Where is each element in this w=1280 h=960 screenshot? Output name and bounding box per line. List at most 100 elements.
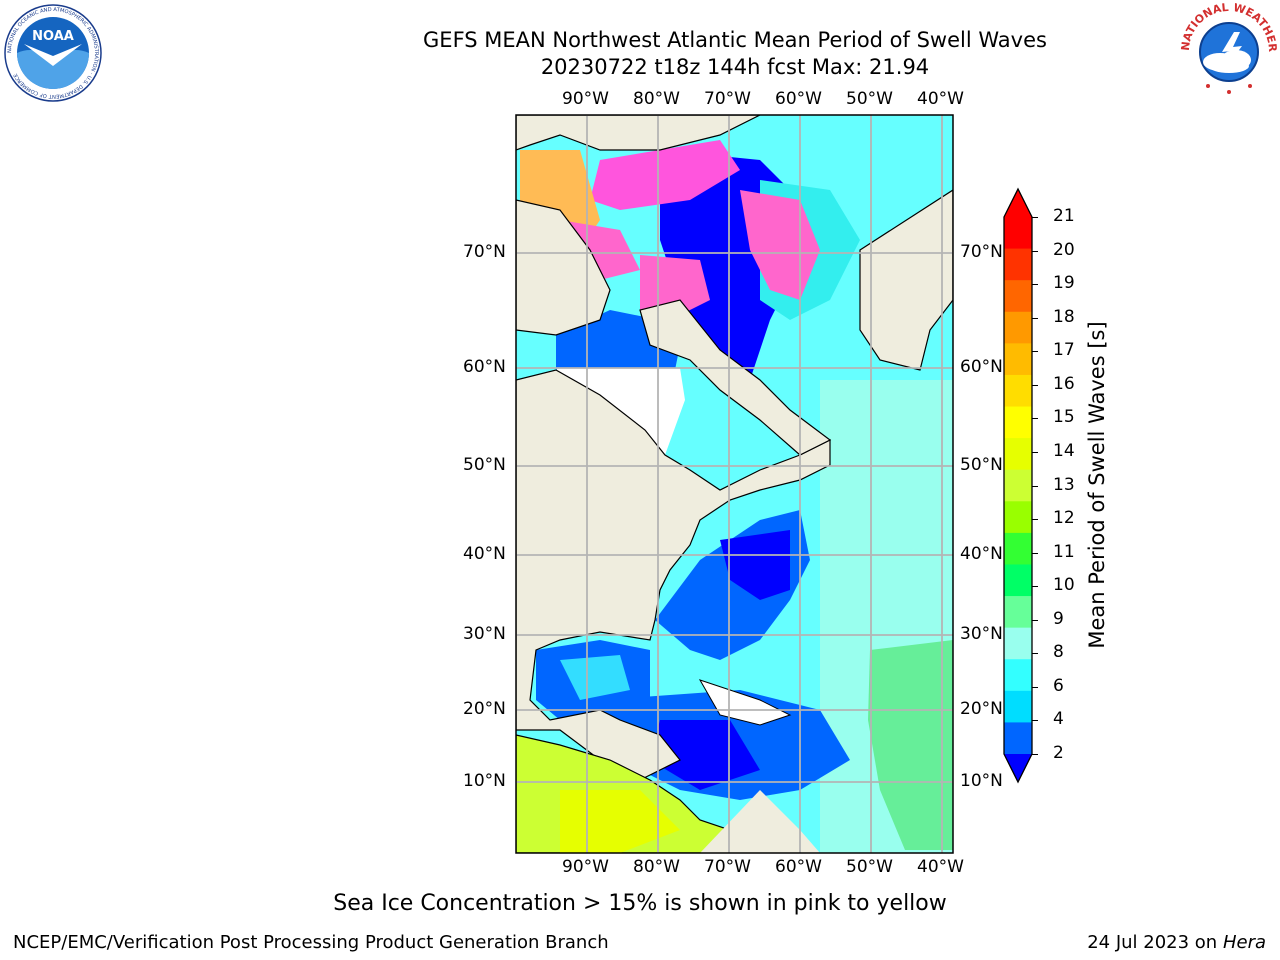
colorbar-tick-label: 12 xyxy=(1053,508,1075,529)
date-credit: 24 Jul 2023 on Hera xyxy=(1087,932,1266,953)
colorbar-tick-label: 16 xyxy=(1053,373,1075,394)
lat-label-right: 40°N xyxy=(960,544,1003,564)
colorbar-cell xyxy=(1004,564,1032,597)
colorbar-cell xyxy=(1004,532,1032,565)
gulf-stream-field xyxy=(720,530,790,600)
colorbar-tick xyxy=(1032,619,1038,621)
map-subtitle: 20230722 t18z 144h fcst Max: 21.94 xyxy=(540,55,930,79)
long-swell-area xyxy=(868,640,953,850)
colorbar-cell xyxy=(1004,374,1032,408)
colorbar-tick xyxy=(1032,351,1038,353)
colorbar-label: Mean Period of Swell Waves [s] xyxy=(1085,321,1109,649)
colorbar-tick xyxy=(1032,485,1038,487)
amazon-land xyxy=(700,790,820,853)
colorbar-tick xyxy=(1032,451,1038,453)
gulf-center-field xyxy=(560,655,630,700)
lat-label-right: 70°N xyxy=(960,242,1003,262)
colorbar-tick-label: 14 xyxy=(1053,440,1075,461)
machine-name: Hera xyxy=(1222,932,1266,953)
graticule xyxy=(516,115,953,853)
colorbar-cell xyxy=(1004,596,1032,629)
lat-label-right: 10°N xyxy=(960,771,1003,791)
colorbar-over-arrow xyxy=(1004,189,1032,217)
lat-label-right: 30°N xyxy=(960,624,1003,644)
colorbar-cell xyxy=(1004,311,1032,344)
colorbar-tick xyxy=(1032,586,1038,588)
south-america-field xyxy=(560,790,680,853)
colorbar-tick-label: 9 xyxy=(1053,608,1064,629)
lon-label-bottom: 70°W xyxy=(704,857,751,877)
colorbar-cell xyxy=(1004,406,1032,439)
lon-label-top: 80°W xyxy=(633,89,680,109)
colorbar-cell xyxy=(1004,343,1032,376)
lon-label-bottom: 80°W xyxy=(633,857,680,877)
lon-label-bottom: 40°W xyxy=(917,857,964,877)
colorbar-tick-label: 19 xyxy=(1053,273,1075,294)
greenland-land xyxy=(859,189,953,371)
colorbar-under-arrow xyxy=(1004,754,1032,782)
credit-text: NCEP/EMC/Verification Post Processing Pr… xyxy=(13,932,609,953)
lon-label-top: 40°W xyxy=(917,89,964,109)
colorbar-tick-label: 20 xyxy=(1053,239,1075,260)
colorbar-tick xyxy=(1032,519,1038,521)
lat-label-left: 40°N xyxy=(463,544,506,564)
lat-label-right: 20°N xyxy=(960,699,1003,719)
colorbar-tick-label: 21 xyxy=(1053,206,1075,226)
noaa-logo: NATIONAL OCEANIC AND ATMOSPHERIC ADMINIS… xyxy=(4,4,102,102)
lat-label-left: 20°N xyxy=(463,699,506,719)
colorbar-tick-label: 8 xyxy=(1053,642,1064,663)
colorbar-tick xyxy=(1032,686,1038,688)
colorbar-cell xyxy=(1004,501,1032,534)
colorbar-cell xyxy=(1004,722,1032,755)
lat-label-left: 60°N xyxy=(463,357,506,377)
colorbar-tick-label: 10 xyxy=(1053,575,1075,596)
colorbar-tick-label: 4 xyxy=(1053,709,1064,730)
colorbar-cell xyxy=(1004,690,1032,723)
svg-text:NOAA: NOAA xyxy=(32,29,74,44)
map-frame xyxy=(515,114,954,854)
map-title: GEFS MEAN Northwest Atlantic Mean Period… xyxy=(423,28,1047,52)
colorbar-tick-label: 2 xyxy=(1053,743,1064,763)
colorbar-tick-label: 13 xyxy=(1053,474,1075,495)
lat-label-left: 10°N xyxy=(463,771,506,791)
north-america-land xyxy=(516,369,831,781)
colorbar-tick xyxy=(1032,418,1038,420)
colorbar-tick xyxy=(1032,317,1038,319)
lon-label-bottom: 60°W xyxy=(775,857,822,877)
nws-logo: NATIONAL WEATHER SERVICE xyxy=(1180,2,1278,98)
colorbar-tick-label: 18 xyxy=(1053,306,1075,327)
colorbar-tick xyxy=(1032,284,1038,286)
caribbean-deep-field xyxy=(650,720,760,790)
colorbar-tick-label: 11 xyxy=(1053,541,1075,562)
colorbar-cell xyxy=(1004,659,1032,692)
lat-label-left: 30°N xyxy=(463,624,506,644)
colorbar-tick xyxy=(1032,384,1038,386)
colorbar-tick-label: 15 xyxy=(1053,407,1075,428)
colorbar-cell xyxy=(1004,469,1032,502)
colorbar-tick xyxy=(1032,552,1038,554)
colorbar-cell xyxy=(1004,627,1032,660)
lat-label-right: 60°N xyxy=(960,357,1003,377)
colorbar-tick xyxy=(1032,720,1038,722)
colorbar-tick-label: 17 xyxy=(1053,340,1075,361)
lon-label-top: 50°W xyxy=(846,89,893,109)
date-text: 24 Jul 2023 on xyxy=(1087,932,1223,953)
colorbar-tick xyxy=(1032,653,1038,655)
lat-label-left: 70°N xyxy=(463,242,506,262)
colorbar-cell xyxy=(1004,438,1032,471)
lon-label-bottom: 90°W xyxy=(562,857,609,877)
lat-label-right: 50°N xyxy=(960,455,1003,475)
quebec-labrador-land xyxy=(639,299,832,456)
colorbar-tick xyxy=(1032,217,1038,218)
colorbar-tick xyxy=(1032,250,1038,252)
sea-ice-arctic xyxy=(590,140,740,210)
lon-label-bottom: 50°W xyxy=(846,857,893,877)
colorbar-cell xyxy=(1004,248,1032,281)
lon-label-top: 70°W xyxy=(704,89,751,109)
sea-ice-channels xyxy=(560,220,640,280)
colorbar-cell xyxy=(1004,280,1032,313)
colorbar xyxy=(1003,187,1033,784)
lon-label-top: 60°W xyxy=(775,89,822,109)
colorbar-cell xyxy=(1004,217,1032,250)
